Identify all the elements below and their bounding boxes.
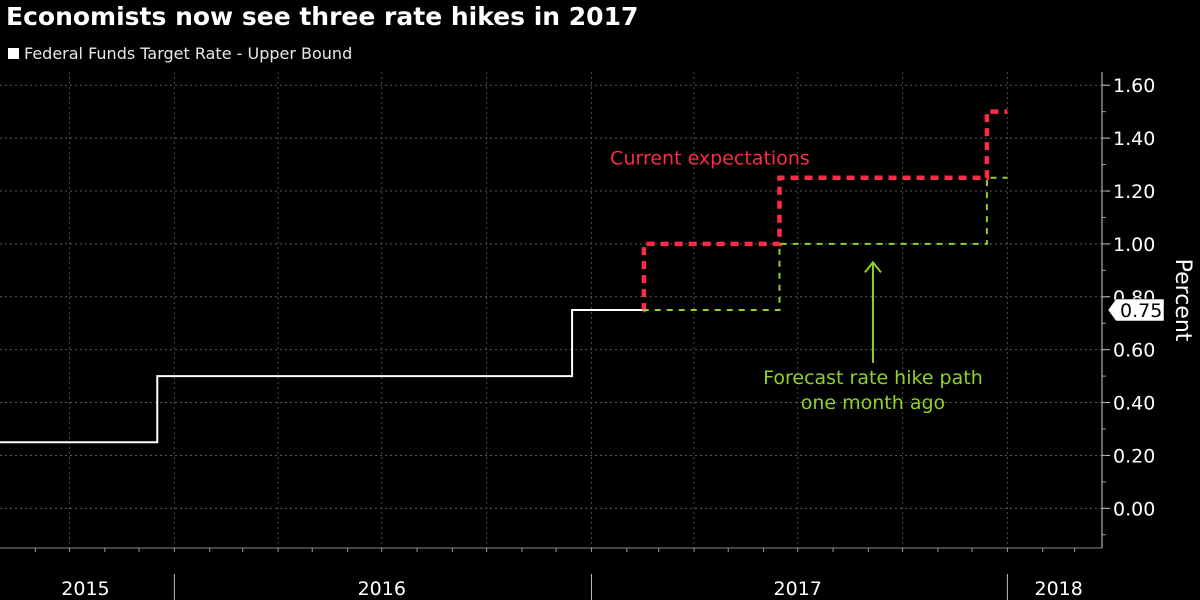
y-tick-label: 1.40 xyxy=(1113,128,1155,150)
legend-label: Federal Funds Target Rate - Upper Bound xyxy=(24,44,353,63)
annotation-arrow-head xyxy=(864,260,882,274)
last-value-tag xyxy=(1107,298,1165,322)
grid xyxy=(0,72,1102,548)
y-tick-label: 0.20 xyxy=(1113,445,1155,467)
y-tick-label: 1.20 xyxy=(1113,181,1155,203)
x-year-label: 2016 xyxy=(358,578,406,600)
x-year-label: 2017 xyxy=(774,578,822,600)
y-axis-title: Percent xyxy=(1170,259,1195,342)
series-lines xyxy=(0,109,1008,444)
annotation-text: Current expectations xyxy=(610,148,810,170)
series-line-0 xyxy=(0,309,643,444)
y-tick-label: 1.60 xyxy=(1113,75,1155,97)
annotation-text: Forecast rate hike path xyxy=(763,367,983,389)
chart-title: Economists now see three rate hikes in 2… xyxy=(6,2,639,31)
legend: Federal Funds Target Rate - Upper Bound xyxy=(8,44,352,63)
y-tick-label: 0.60 xyxy=(1113,340,1155,362)
annotation-text: one month ago xyxy=(801,392,945,414)
x-year-label: 2018 xyxy=(1035,578,1083,600)
axes: 1.601.401.201.000.800.600.400.200.002015… xyxy=(0,72,1195,600)
annotations: Current expectations Forecast rate hike p… xyxy=(610,148,983,414)
last-value-label: 0.75 xyxy=(1120,300,1162,322)
y-tick-label: 0.40 xyxy=(1113,393,1155,415)
x-year-label: 2015 xyxy=(61,578,109,600)
series-line-1 xyxy=(641,109,1008,313)
legend-swatch xyxy=(8,48,19,59)
y-tick-label: 0.00 xyxy=(1113,498,1155,520)
y-tick-label: 1.00 xyxy=(1113,234,1155,256)
series-line-2 xyxy=(642,176,1008,311)
